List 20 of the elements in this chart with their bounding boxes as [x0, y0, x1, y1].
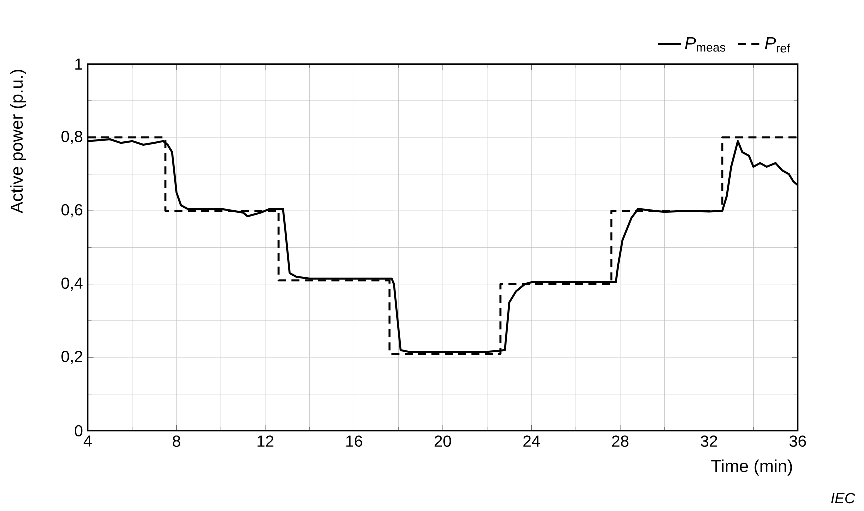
y-tick-label: 0,8: [62, 131, 83, 144]
x-tick-label: 28: [612, 436, 629, 448]
y-tick-label: 0,4: [62, 278, 83, 291]
y-tick-label: 0: [75, 425, 83, 437]
x-axis-title: Time (min): [712, 460, 792, 476]
x-tick-label: 12: [258, 436, 274, 447]
x-tick-label: 4: [84, 436, 92, 447]
text: IEC: [831, 493, 856, 504]
x-tick-label: 32: [700, 436, 718, 448]
x-tick-label: 36: [790, 436, 806, 448]
y-axis-title: Active power (p.u.): [10, 70, 26, 214]
y-tick-label: 0,6: [62, 204, 83, 218]
legend-label: P$_{meas}$: [685, 37, 726, 52]
legend-label: P$_{ref}$: [765, 37, 790, 53]
x-tick-label: 20: [434, 436, 452, 448]
x-tick-label: 24: [524, 436, 540, 447]
y-tick-label: 1: [76, 58, 83, 70]
x-tick-label: 8: [172, 436, 180, 448]
x-tick-label: 16: [346, 436, 362, 448]
y-tick-label: 0,2: [62, 351, 82, 364]
